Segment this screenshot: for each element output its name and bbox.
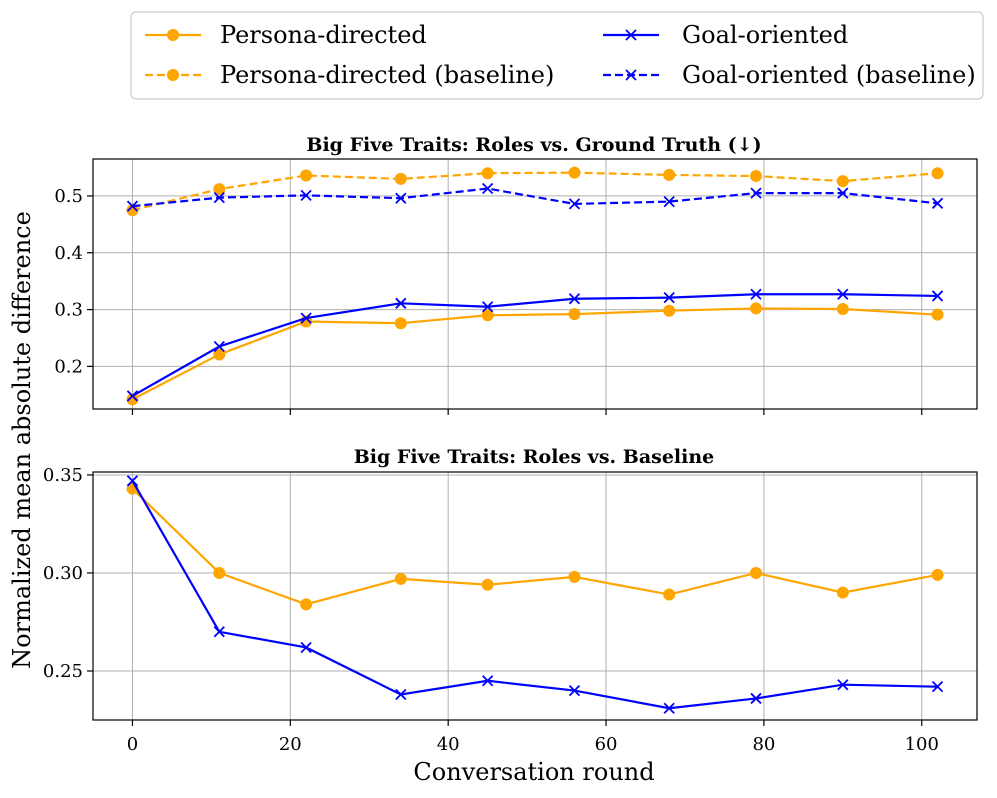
top-point-goal-oriented <box>837 288 849 300</box>
bottom-point-persona-directed <box>568 570 581 583</box>
bottom-point-persona-directed <box>836 586 849 599</box>
bottom-axes-frame <box>92 471 978 721</box>
bottom-point-goal-oriented <box>395 688 407 701</box>
top-point-persona-directed-baseline <box>750 170 762 183</box>
bottom-series-goal-oriented <box>131 480 938 710</box>
top-series-persona-directed-baseline <box>132 171 938 212</box>
legend-label-goal-baseline: Goal-oriented (baseline) <box>682 61 976 89</box>
top-point-goal-oriented-baseline <box>750 187 762 199</box>
legend-marker-persona-directed-baseline <box>167 69 179 81</box>
bottom-ytick-label: 0.35 <box>43 465 83 486</box>
bottom-point-goal-oriented <box>126 475 139 487</box>
legend: Persona-directed Persona-directed (basel… <box>130 11 984 100</box>
bottom-ytick-label: 0.25 <box>43 661 83 682</box>
legend-marker-goal-oriented-baseline <box>625 69 637 81</box>
bottom-point-goal-oriented <box>300 641 312 654</box>
legend-label-goal: Goal-oriented <box>682 21 848 49</box>
top-point-persona-directed-baseline <box>213 183 226 196</box>
top-point-goal-oriented <box>663 291 675 304</box>
top-point-persona-directed <box>481 309 494 322</box>
top-point-goal-oriented-baseline <box>568 198 581 210</box>
top-ytick-label: 0.3 <box>54 300 83 321</box>
bottom-point-goal-oriented <box>482 675 494 687</box>
bottom-point-persona-directed <box>931 568 944 581</box>
top-point-goal-oriented-baseline <box>395 192 407 204</box>
bottom-point-goal-oriented <box>568 684 581 697</box>
top-point-persona-directed <box>663 304 676 317</box>
top-point-goal-oriented <box>568 293 581 305</box>
legend-label-persona-baseline: Persona-directed (baseline) <box>220 61 554 89</box>
bottom-ytick-label: 0.30 <box>43 563 83 584</box>
top-series-goal-oriented-baseline <box>132 187 938 208</box>
legend-marker-persona-directed <box>167 29 179 41</box>
top-point-persona-directed <box>750 302 762 315</box>
top-ytick-label: 0.4 <box>54 243 83 264</box>
bottom-xtick-label: 0 <box>127 734 138 755</box>
top-point-goal-oriented <box>931 290 944 302</box>
top-point-persona-directed-baseline <box>126 204 139 217</box>
bottom-point-goal-oriented <box>750 692 762 705</box>
top-point-persona-directed-baseline <box>663 168 676 181</box>
top-point-persona-directed <box>126 393 139 406</box>
top-point-goal-oriented-baseline <box>126 200 139 212</box>
top-chart: 0.2 0.3 0.4 0.5 <box>54 158 978 415</box>
bottom-point-goal-oriented <box>213 626 225 638</box>
bottom-point-persona-directed <box>394 572 407 585</box>
top-point-persona-directed-baseline <box>931 167 944 180</box>
top-point-persona-directed-baseline <box>300 169 313 182</box>
top-point-persona-directed <box>568 308 581 321</box>
bottom-point-goal-oriented <box>837 679 849 691</box>
bottom-point-goal-oriented <box>931 681 944 693</box>
top-ytick-label: 0.2 <box>54 356 83 377</box>
top-point-persona-directed <box>836 303 849 315</box>
bottom-xtick-label: 20 <box>279 734 302 755</box>
top-point-goal-oriented-baseline <box>931 197 944 209</box>
top-point-persona-directed-baseline <box>568 166 581 179</box>
top-point-persona-directed-baseline <box>394 172 407 185</box>
top-ytick-label: 0.5 <box>54 186 83 207</box>
top-point-goal-oriented <box>395 297 407 309</box>
bottom-chart: 0.25 0.30 0.35 0 20 40 60 80 100 <box>43 465 978 755</box>
top-chart-title: Big Five Traits: Roles vs. Ground Truth … <box>306 134 761 156</box>
legend-marker-goal-oriented <box>625 29 637 41</box>
bottom-point-persona-directed <box>481 578 494 591</box>
top-point-goal-oriented-baseline <box>300 189 312 202</box>
top-point-goal-oriented-baseline <box>837 187 849 199</box>
legend-frame <box>130 11 984 100</box>
bottom-point-persona-directed <box>300 598 313 611</box>
bottom-point-persona-directed <box>750 566 762 579</box>
top-point-goal-oriented-baseline <box>663 195 675 208</box>
top-axes-frame <box>92 158 978 410</box>
top-point-persona-directed <box>931 308 944 321</box>
top-point-goal-oriented <box>126 390 139 402</box>
bottom-xtick-label: 100 <box>905 734 939 755</box>
bottom-point-goal-oriented <box>663 702 675 714</box>
top-point-goal-oriented-baseline <box>213 191 225 204</box>
top-point-goal-oriented-baseline <box>482 182 494 195</box>
top-point-goal-oriented <box>213 340 225 353</box>
top-series-goal-oriented <box>131 293 938 397</box>
x-axis-label: Conversation round <box>413 758 654 786</box>
top-point-goal-oriented <box>300 312 312 324</box>
bottom-xtick-label: 40 <box>437 734 460 755</box>
bottom-xtick-label: 60 <box>595 734 618 755</box>
top-point-persona-directed <box>213 348 226 361</box>
y-axis-label: Normalized mean absolute difference <box>8 211 36 669</box>
top-point-goal-oriented <box>482 301 494 313</box>
top-series-persona-directed <box>131 307 938 401</box>
top-point-persona-directed-baseline <box>481 167 494 180</box>
top-point-goal-oriented <box>750 288 762 300</box>
bottom-chart-title: Big Five Traits: Roles vs. Baseline <box>354 446 715 468</box>
bottom-point-persona-directed <box>663 588 676 601</box>
top-point-persona-directed <box>394 317 407 330</box>
legend-label-persona: Persona-directed <box>220 21 427 49</box>
bottom-series-persona-directed <box>131 487 938 606</box>
bottom-point-persona-directed <box>213 566 226 579</box>
bottom-xtick-label: 80 <box>752 734 775 755</box>
top-point-persona-directed-baseline <box>836 175 849 188</box>
